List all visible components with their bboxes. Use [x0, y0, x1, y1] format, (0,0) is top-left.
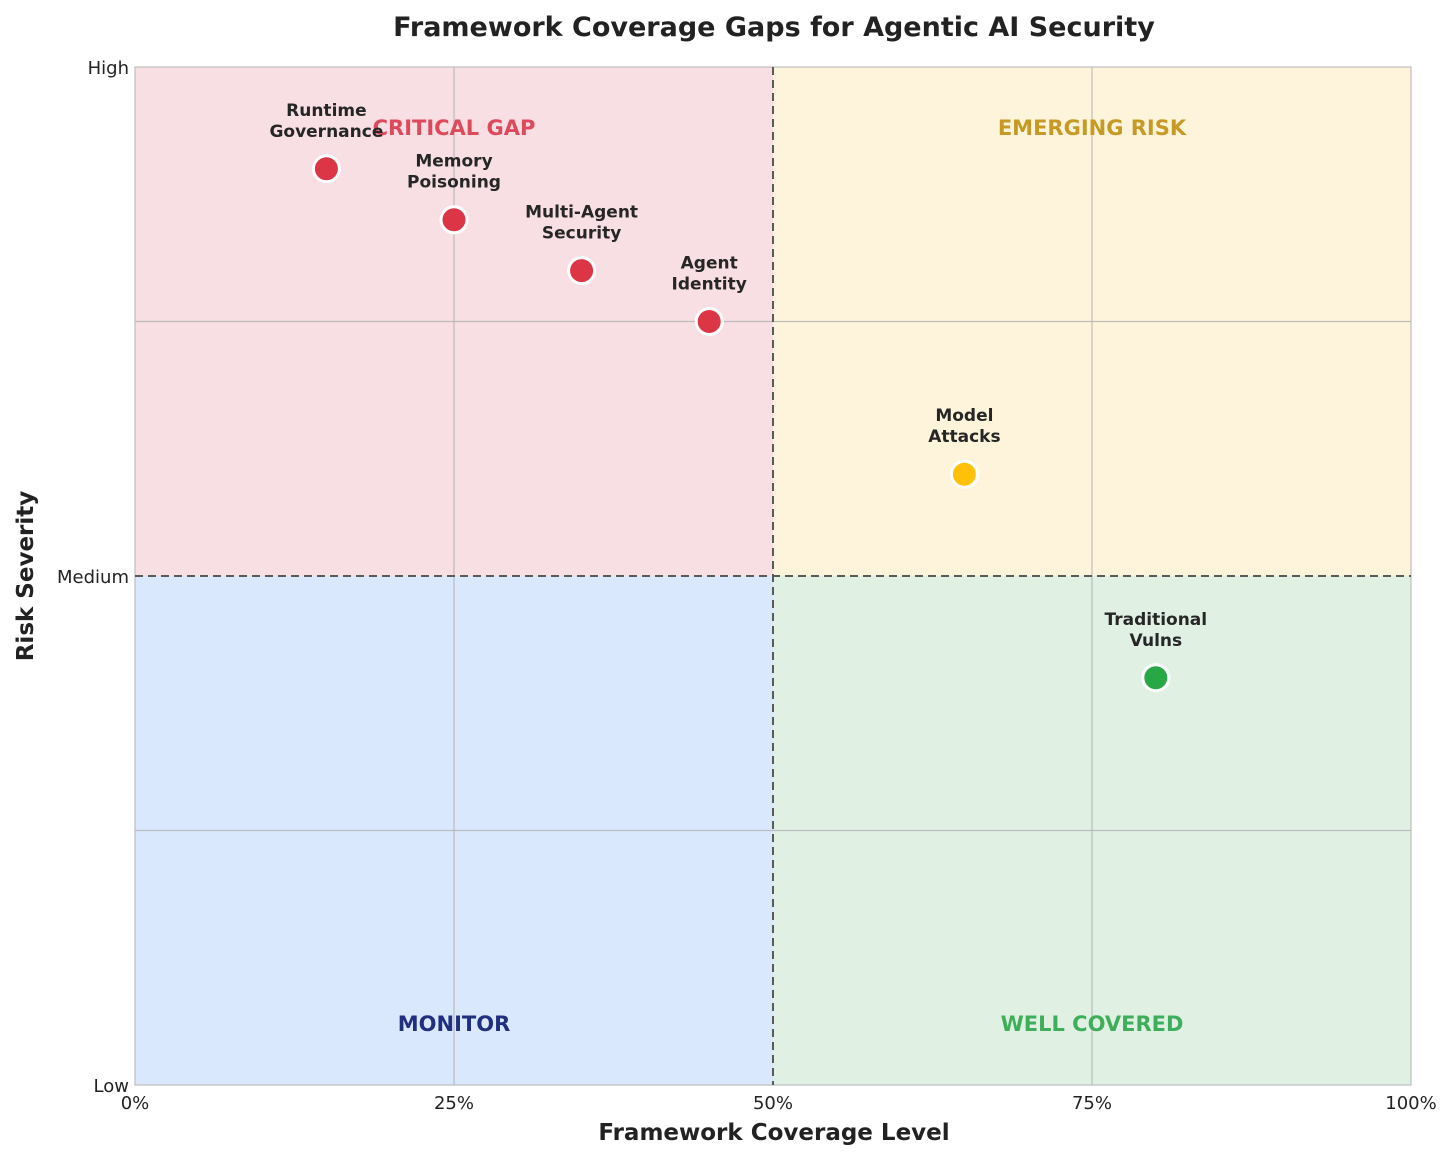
data-point-label: Vulns [1129, 631, 1182, 651]
data-point-label: Agent [681, 254, 738, 274]
y-tick-label: High [88, 58, 129, 79]
data-point-label: Poisoning [407, 173, 501, 193]
x-axis-label: Framework Coverage Level [598, 1120, 949, 1146]
data-point-label: Multi-Agent [525, 203, 638, 223]
data-point-label: Identity [672, 275, 747, 295]
quadrant-label-monitor: MONITOR [398, 1012, 511, 1036]
data-point-label: Memory [415, 152, 492, 172]
data-point [694, 307, 724, 336]
x-tick-label: 25% [434, 1093, 474, 1114]
x-tick-label: 0% [121, 1093, 150, 1114]
y-tick-label: Medium [57, 567, 129, 588]
data-point [949, 459, 979, 489]
data-point-label: Attacks [928, 427, 1000, 447]
quadrant-labels: CRITICAL GAP EMERGING RISK MONITOR WELL COV… [373, 116, 1187, 1036]
x-tick-label: 75% [1072, 1093, 1112, 1114]
data-point-label: Runtime [286, 101, 367, 121]
quadrant-label-emerging-risk: EMERGING RISK [998, 116, 1187, 140]
x-tick-label: 100% [1385, 1093, 1436, 1114]
data-point [311, 154, 341, 184]
tick-labels: 0% 25% 50% 75% 100% Low Medium High [57, 58, 1437, 1114]
y-axis-label: Risk Severity [13, 491, 39, 662]
data-point [1141, 663, 1171, 693]
y-tick-label: Low [94, 1076, 129, 1097]
quadrant-label-well-covered: WELL COVERED [1001, 1012, 1184, 1036]
chart-title: Framework Coverage Gaps for Agentic AI S… [393, 12, 1155, 43]
data-point-label: Traditional [1104, 610, 1207, 630]
data-point [439, 205, 469, 235]
data-point-label: Governance [269, 122, 383, 142]
quadrant-label-critical-gap: CRITICAL GAP [373, 116, 536, 140]
data-point-label: Model [935, 406, 993, 426]
x-tick-label: 50% [753, 1093, 793, 1114]
data-point [567, 256, 597, 286]
quadrant-dividers [135, 67, 1411, 1085]
data-point-label: Security [542, 224, 621, 244]
